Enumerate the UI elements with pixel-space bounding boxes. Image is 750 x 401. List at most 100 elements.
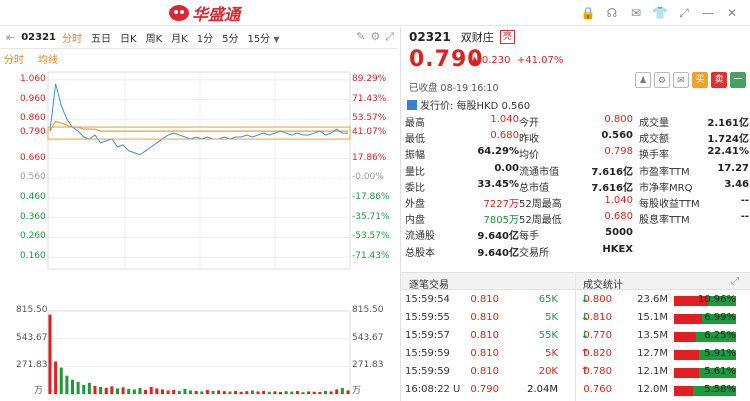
tab-5min[interactable]: 5分	[222, 34, 239, 45]
trade-price: 0.810	[470, 312, 499, 323]
intraday-chart[interactable]: 1.060 89.29% 0.960 71.43% 0.860 53.57% 0.790 41…	[0, 66, 398, 401]
stat-label: 总股本	[405, 247, 435, 259]
volume-bar	[301, 392, 305, 394]
volume-tick-label-right: 543.67	[352, 332, 384, 343]
volume-bar	[245, 391, 249, 394]
settings-button[interactable]: ⚙	[654, 72, 670, 88]
stat-label: 总市值	[519, 182, 549, 194]
tab-weekly-k[interactable]: 周K	[145, 34, 163, 45]
minimize-icon[interactable]: —	[702, 6, 714, 20]
volume-bar	[329, 391, 333, 394]
volume-bar	[205, 389, 209, 394]
expand-icon[interactable]: ⤢	[731, 276, 739, 287]
ipo-info: 发行价: 每股HKD 0.560	[407, 97, 530, 112]
pct-tick-label: 71.43%	[352, 93, 387, 104]
volume-bar	[127, 388, 131, 394]
pct-tick-label: -35.71%	[352, 211, 390, 222]
buy-portion	[674, 314, 702, 324]
volume-bar	[172, 389, 176, 394]
volume-bar	[307, 391, 311, 394]
volume-bar	[279, 391, 283, 394]
price-change: ▲ 0.230 +41.07%	[471, 55, 563, 66]
volume-tick-label: 271.83	[16, 360, 48, 371]
chart-toolbar: ⇤ 02321 分时 五日 日K 周K 月K 1分 5分 15分 ▼ ✎ ⚙ ⤢	[0, 27, 398, 49]
tab-intraday[interactable]: 分时	[62, 34, 83, 45]
pen-icon[interactable]: ✎	[356, 30, 366, 43]
volume-bar	[273, 391, 277, 394]
pct-tick-label: -0.00%	[352, 172, 384, 183]
tab-daily-k[interactable]: 日K	[120, 34, 137, 45]
headset-icon[interactable]: ☊	[606, 6, 618, 20]
tab-monthly-k[interactable]: 月K	[171, 34, 188, 45]
pct-tick-label: 53.57%	[352, 113, 387, 124]
expand-icon[interactable]: ⤢	[679, 6, 689, 20]
ipo-text: 发行价: 每股HKD 0.560	[420, 101, 531, 112]
pct-tick-label: 17.86%	[352, 152, 387, 163]
volume-frame	[47, 310, 351, 395]
fullscreen-icon[interactable]: ⤢	[385, 30, 394, 43]
y-tick-label: 0.790	[20, 127, 46, 138]
stat-value: 17.27	[717, 162, 749, 174]
lock-icon[interactable]: 🔒	[580, 6, 596, 20]
buy-portion	[674, 350, 699, 360]
trade-stat-bar: 5.58%	[674, 384, 736, 396]
stat-value: --	[740, 194, 749, 206]
message-button[interactable]: ✉	[673, 72, 689, 88]
volume-bar	[267, 391, 271, 394]
chevron-down-icon: ▼	[273, 35, 280, 44]
y-tick-label: 0.860	[20, 113, 46, 124]
stats-row: 总股本 9.640亿 交易所 HKEX	[401, 242, 750, 259]
alert-button[interactable]: ♟	[635, 72, 651, 88]
market-status: 已收盘 08-19 16:10	[409, 83, 499, 94]
stat-label: 流通股	[405, 231, 435, 243]
trade-stat-bar: 6.25%	[674, 330, 736, 342]
stat-label: 昨收	[519, 134, 539, 146]
average-price-line	[49, 120, 348, 132]
close-icon[interactable]: ✕	[726, 6, 738, 20]
shirt-icon[interactable]: 👕	[652, 6, 668, 20]
volume-tick-label-right: 815.50	[352, 305, 384, 315]
quote-panel: 02321 双财庄 亮 0.790 ▲ 0.230 +41.07% 已收盘 08…	[400, 27, 750, 401]
trade-row: 15:59:57 0.810 55K 0.770 13.5M ↓ 6.25%	[401, 327, 750, 345]
y-tick-label: 1.060	[20, 73, 46, 84]
stat-percent: 5.58%	[704, 384, 736, 395]
subtab-average[interactable]: 均线	[38, 54, 58, 66]
volume-bar	[54, 361, 58, 394]
volume-bar	[222, 391, 226, 394]
stat-volume: 12.7M	[637, 348, 668, 359]
tick-trades-title[interactable]: 逐笔交易	[409, 280, 449, 291]
subtab-intraday[interactable]: 分时	[4, 54, 24, 66]
stat-value: 0.680	[604, 211, 633, 223]
more-button[interactable]: 一	[730, 72, 746, 88]
volume-bar	[76, 381, 80, 394]
buy-button[interactable]: 买	[692, 72, 708, 88]
mail-icon[interactable]: ✉	[630, 6, 642, 20]
trade-stats-title[interactable]: 成交统计	[583, 280, 623, 291]
last-price: 0.790	[409, 47, 484, 72]
stat-volume: 23.6M	[637, 294, 668, 305]
volume-bar	[250, 390, 254, 394]
settings-icon[interactable]: ⚙	[370, 30, 381, 43]
stat-value: 1.724亿	[707, 134, 749, 146]
volume-bar	[115, 388, 119, 394]
stat-volume: 12.1M	[637, 366, 668, 377]
tab-15min[interactable]: 15分 ▼	[247, 30, 279, 45]
stat-price: 0.780	[583, 366, 612, 377]
stat-value: 7.616亿	[591, 166, 633, 178]
volume-bar	[166, 390, 170, 394]
tab-five-day[interactable]: 五日	[91, 34, 112, 45]
down-arrow-icon: ↓	[580, 294, 589, 305]
stat-percent: 10.96%	[697, 294, 736, 305]
buy-portion	[674, 386, 693, 396]
stat-value: 0.00	[494, 162, 519, 174]
trade-stat-bar: 10.96%	[674, 294, 736, 306]
volume-bar	[239, 391, 243, 394]
collapse-arrow-icon[interactable]: ⇤	[6, 31, 16, 44]
y-tick-label: 0.160	[20, 251, 46, 262]
volume-bar	[183, 388, 187, 394]
pct-tick-label: -53.57%	[352, 231, 390, 242]
stat-value: --	[740, 211, 749, 223]
stat-label: 成交量	[639, 118, 669, 129]
tab-1min[interactable]: 1分	[196, 34, 214, 45]
sell-button[interactable]: 卖	[711, 72, 727, 88]
